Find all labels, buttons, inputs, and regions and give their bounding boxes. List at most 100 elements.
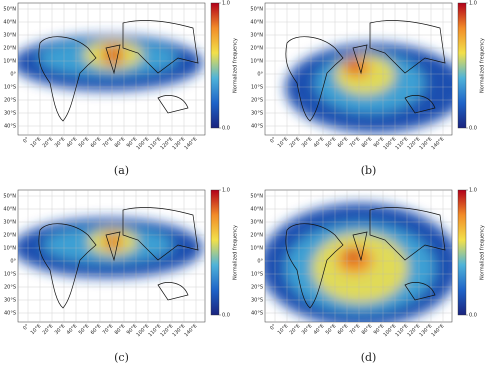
lon-label: 0°: [22, 323, 31, 332]
coastline: [38, 207, 199, 309]
lat-label: 10°S: [4, 85, 16, 91]
lat-label: 40°S: [4, 124, 16, 130]
colorbar-label: Normalized frequency: [480, 38, 486, 93]
colorbar: [210, 189, 220, 316]
lon-label: 10°E: [277, 136, 290, 149]
coastline: [38, 20, 199, 122]
lon-label: 40°E: [66, 136, 79, 149]
heat-blobs: [285, 43, 452, 133]
lat-label: 30°N: [250, 33, 263, 39]
colorbar-tick-label: 0.0: [469, 313, 477, 319]
lon-label: 10°E: [30, 136, 43, 149]
lon-label: 20°E: [42, 136, 55, 149]
lat-label: 0°: [10, 259, 16, 265]
lat-label: 30°N: [3, 220, 16, 226]
heat-blob: [347, 60, 359, 70]
lon-label: 80°E: [114, 136, 127, 149]
colorbar-label: Normalized frequency: [480, 225, 486, 280]
lon-label: 80°E: [114, 323, 127, 336]
heat-blob: [108, 49, 118, 63]
colorbar-tick-label: 1.0: [469, 188, 477, 194]
heat-blob: [347, 250, 359, 262]
lon-label: 80°E: [361, 323, 374, 336]
lat-label: 30°N: [3, 33, 16, 39]
lon-label: 50°E: [78, 323, 91, 336]
colorbar-tick-label: 0.0: [222, 126, 230, 132]
lon-label: 70°E: [349, 323, 362, 336]
colorbar-tick-label: 0.0: [222, 313, 230, 319]
lon-label: 140°E: [430, 323, 445, 338]
colorbar-tick-label: 1.0: [469, 1, 477, 7]
lat-label: 10°N: [250, 246, 263, 252]
colorbar-tick-label: 0.0: [469, 126, 477, 132]
lat-label: 20°N: [3, 46, 16, 52]
lat-label: 40°S: [251, 311, 263, 317]
lat-label: 30°S: [251, 298, 263, 304]
lat-label: 20°S: [4, 98, 16, 104]
heatmap: [18, 190, 205, 322]
lon-label: 40°E: [313, 323, 326, 336]
lat-label: 50°N: [3, 7, 16, 13]
lon-label: 30°E: [301, 323, 314, 336]
lat-label: 50°N: [250, 194, 263, 200]
lat-label: 10°N: [250, 59, 263, 65]
lon-label: 140°E: [183, 323, 198, 338]
lon-label: 20°E: [289, 136, 302, 149]
map-panel: 50°N 40°N 30°N 20°N 10°N 0° 10°S 20°S 30°S 40°S 0°…: [3, 1, 238, 178]
lon-label: 0°: [269, 136, 278, 145]
lon-label: 20°E: [289, 323, 302, 336]
lat-label: 0°: [10, 72, 16, 78]
lon-label: 50°E: [325, 323, 338, 336]
heatmap: [265, 3, 452, 135]
lon-label: 0°: [22, 136, 31, 145]
lat-label: 20°N: [3, 233, 16, 239]
colorbar: [457, 2, 467, 129]
lat-label: 20°S: [4, 285, 16, 291]
lon-label: 140°E: [183, 136, 198, 151]
lat-label: 20°N: [250, 46, 263, 52]
heatmap: [18, 3, 205, 135]
panel-label: (c): [114, 351, 129, 364]
colorbar-tick-label: 1.0: [222, 1, 230, 7]
colorbar: [457, 189, 467, 316]
lon-label: 60°E: [337, 323, 350, 336]
lat-label: 40°S: [4, 311, 16, 317]
lon-label: 60°E: [90, 136, 103, 149]
panel-label: (b): [361, 164, 377, 177]
lat-label: 40°N: [3, 20, 16, 26]
lat-label: 40°N: [3, 207, 16, 213]
lon-label: 70°E: [102, 323, 115, 336]
lon-label: 70°E: [102, 136, 115, 149]
lat-label: 10°S: [4, 272, 16, 278]
lat-label: 20°N: [250, 233, 263, 239]
map-panel: 50°N 40°N 30°N 20°N 10°N 0° 10°S 20°S 30°S 40°S 0°…: [3, 188, 238, 365]
lat-label: 30°S: [251, 111, 263, 117]
map-panel: 50°N 40°N 30°N 20°N 10°N 0° 10°S 20°S 30°S 40°S 0°…: [250, 188, 485, 365]
panel-label: (d): [361, 351, 377, 364]
colorbar-label: Normalized frequency: [233, 38, 239, 93]
lat-label: 20°S: [251, 285, 263, 291]
lat-label: 0°: [257, 259, 263, 265]
lon-label: 40°E: [313, 136, 326, 149]
lon-label: 30°E: [301, 136, 314, 149]
map-panel: 50°N 40°N 30°N 20°N 10°N 0° 10°S 20°S 30°S 40°S 0°…: [250, 1, 485, 178]
lat-label: 50°N: [250, 7, 263, 13]
lat-label: 10°S: [251, 85, 263, 91]
lat-label: 50°N: [3, 194, 16, 200]
colorbar-tick-label: 1.0: [222, 188, 230, 194]
lon-label: 30°E: [54, 136, 67, 149]
lon-label: 60°E: [90, 323, 103, 336]
lon-label: 20°E: [42, 323, 55, 336]
coastline: [285, 20, 446, 122]
lat-label: 40°N: [250, 20, 263, 26]
lat-label: 30°N: [250, 220, 263, 226]
coastline: [285, 207, 446, 309]
panel-label: (a): [114, 164, 129, 177]
lon-label: 50°E: [325, 136, 338, 149]
lat-label: 10°N: [3, 59, 16, 65]
lon-label: 10°E: [30, 323, 43, 336]
heat-blobs: [18, 35, 203, 91]
lon-label: 70°E: [349, 136, 362, 149]
lon-label: 50°E: [78, 136, 91, 149]
